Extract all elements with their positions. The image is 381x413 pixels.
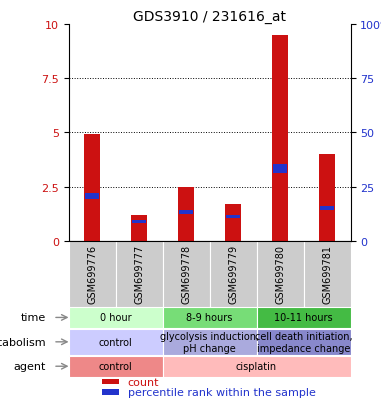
Title: GDS3910 / 231616_at: GDS3910 / 231616_at [133,10,286,24]
Bar [210,241,256,307]
Bar [226,216,240,218]
Text: GSM699778: GSM699778 [181,244,191,304]
Bar [84,135,100,241]
Text: 10-11 hours: 10-11 hours [274,313,333,323]
Bar [69,307,163,328]
Text: control: control [99,337,133,347]
Text: GSM699780: GSM699780 [275,244,285,304]
Bar [304,241,351,307]
Bar [225,204,241,241]
Text: cell death initiation,
impedance change: cell death initiation, impedance change [255,331,352,353]
Bar [163,307,256,328]
Text: time: time [21,313,46,323]
Text: GSM699777: GSM699777 [134,244,144,304]
Bar [163,241,210,307]
Text: percentile rank within the sample: percentile rank within the sample [128,387,316,397]
Text: metabolism: metabolism [0,337,46,347]
Text: GSM699781: GSM699781 [322,244,332,304]
Bar [273,165,287,173]
Bar [178,187,194,241]
Text: GSM699776: GSM699776 [87,244,97,304]
Bar [320,206,334,210]
Text: agent: agent [14,361,46,371]
Bar [179,211,193,214]
Bar [69,241,115,307]
Bar [115,241,163,307]
Text: 8-9 hours: 8-9 hours [186,313,233,323]
Bar [256,241,304,307]
Text: GSM699779: GSM699779 [228,244,238,304]
Bar [163,356,351,377]
Bar [102,389,119,395]
Bar [132,221,146,223]
Text: 0 hour: 0 hour [100,313,131,323]
Bar [69,329,163,355]
Text: glycolysis induction,
pH change: glycolysis induction, pH change [160,331,259,353]
Text: count: count [128,377,159,387]
Text: cisplatin: cisplatin [236,361,277,371]
Bar [131,215,147,241]
Bar [272,36,288,241]
Bar [102,379,119,385]
Bar [256,329,351,355]
Bar [163,329,256,355]
Bar [69,356,163,377]
Text: control: control [99,361,133,371]
Bar [319,154,335,241]
Bar [256,307,351,328]
Bar [85,194,99,199]
